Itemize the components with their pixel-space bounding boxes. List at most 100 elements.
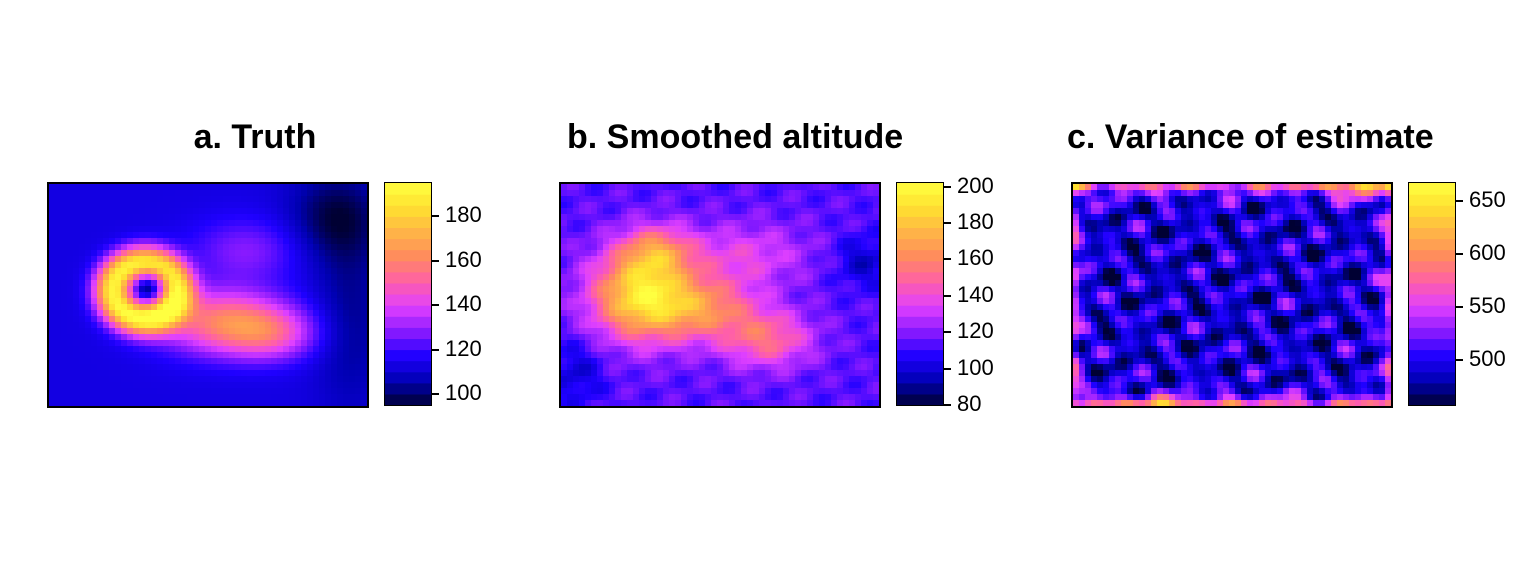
heatmap-cell [627,376,634,383]
heatmap-cell [1385,190,1391,197]
heatmap-cell [777,262,784,269]
heatmap-cell [1115,226,1122,233]
heatmap-cell [157,292,164,299]
heatmap-cell [789,346,796,353]
colorbar-svg [897,183,943,405]
heatmap-cell [1331,184,1338,191]
heatmap-cell [145,298,152,305]
heatmap-cell [1181,208,1188,215]
heatmap-cell [759,196,766,203]
heatmap-cell [1175,208,1182,215]
heatmap-cell [717,298,724,305]
heatmap-cell [109,394,116,401]
heatmap-cell [651,310,658,317]
heatmap-cell [873,304,879,311]
heatmap-cell [361,280,367,287]
heatmap-cell [795,382,802,389]
heatmap-cell [705,298,712,305]
heatmap-cell [199,286,206,293]
heatmap-cell [1229,190,1236,197]
heatmap-cell [229,262,236,269]
heatmap-cell [1151,244,1158,251]
heatmap-cell [795,262,802,269]
heatmap-cell [831,268,838,275]
heatmap-cell [741,400,748,406]
heatmap-cell [627,388,634,395]
heatmap-cell [807,262,814,269]
heatmap-cell [1385,196,1391,203]
heatmap-cell [633,358,640,365]
heatmap-cell [1385,202,1391,209]
heatmap-cell [313,394,320,401]
heatmap-cell [175,304,182,311]
heatmap-cell [609,376,616,383]
heatmap-cell [633,208,640,215]
heatmap-cell [337,376,344,383]
heatmap-cell [301,394,308,401]
heatmap-cell [603,226,610,233]
heatmap-cell [145,364,152,371]
heatmap-cell [639,346,646,353]
heatmap-cell [849,238,856,245]
heatmap-cell [73,388,80,395]
heatmap-cell [1319,238,1326,245]
heatmap-cell [687,376,694,383]
heatmap-cell [1361,214,1368,221]
heatmap-cell [91,328,98,335]
heatmap-cell [139,382,146,389]
heatmap-cell [801,256,808,263]
heatmap-cell [1121,280,1128,287]
heatmap-cell [1163,238,1170,245]
heatmap-cell [795,328,802,335]
heatmap-cell [867,304,874,311]
heatmap-cell [325,208,332,215]
heatmap-cell [319,238,326,245]
heatmap-cell [1199,190,1206,197]
heatmap-cell [133,382,140,389]
heatmap-cell [705,196,712,203]
heatmap-cell [1139,196,1146,203]
heatmap-cell [873,196,879,203]
heatmap-cell [639,190,646,197]
heatmap-cell [675,358,682,365]
heatmap-cell [91,226,98,233]
heatmap-cell [337,286,344,293]
heatmap-cell [1103,238,1110,245]
heatmap-cell [639,382,646,389]
heatmap-cell [223,370,230,377]
heatmap-cell [1229,196,1236,203]
heatmap-cell [307,364,314,371]
heatmap-cell [115,238,122,245]
heatmap-cell [211,310,218,317]
heatmap-cell [127,250,134,257]
heatmap-cell [741,370,748,377]
heatmap-cell [163,274,170,281]
heatmap-cell [187,394,194,401]
heatmap-cell [807,280,814,287]
heatmap-cell [91,316,98,323]
heatmap-cell [1313,202,1320,209]
heatmap-cell [247,232,254,239]
heatmap-cell [271,202,278,209]
heatmap-cell [343,196,350,203]
heatmap-cell [289,388,296,395]
heatmap-cell [265,346,272,353]
heatmap-cell [831,340,838,347]
heatmap-cell [783,256,790,263]
heatmap-cell [67,364,74,371]
heatmap-cell [283,196,290,203]
heatmap-cell [645,226,652,233]
heatmap-cell [759,364,766,371]
heatmap-cell [1331,280,1338,287]
heatmap-cell [585,214,592,221]
heatmap-cell [567,208,574,215]
heatmap-cell [1109,214,1116,221]
heatmap-cell [1385,226,1391,233]
heatmap-cell [127,190,134,197]
heatmap-cell [175,238,182,245]
heatmap-cell [861,214,868,221]
heatmap-cell [169,388,176,395]
heatmap-cell [1235,226,1242,233]
heatmap-cell [867,190,874,197]
heatmap-cell [1139,232,1146,239]
